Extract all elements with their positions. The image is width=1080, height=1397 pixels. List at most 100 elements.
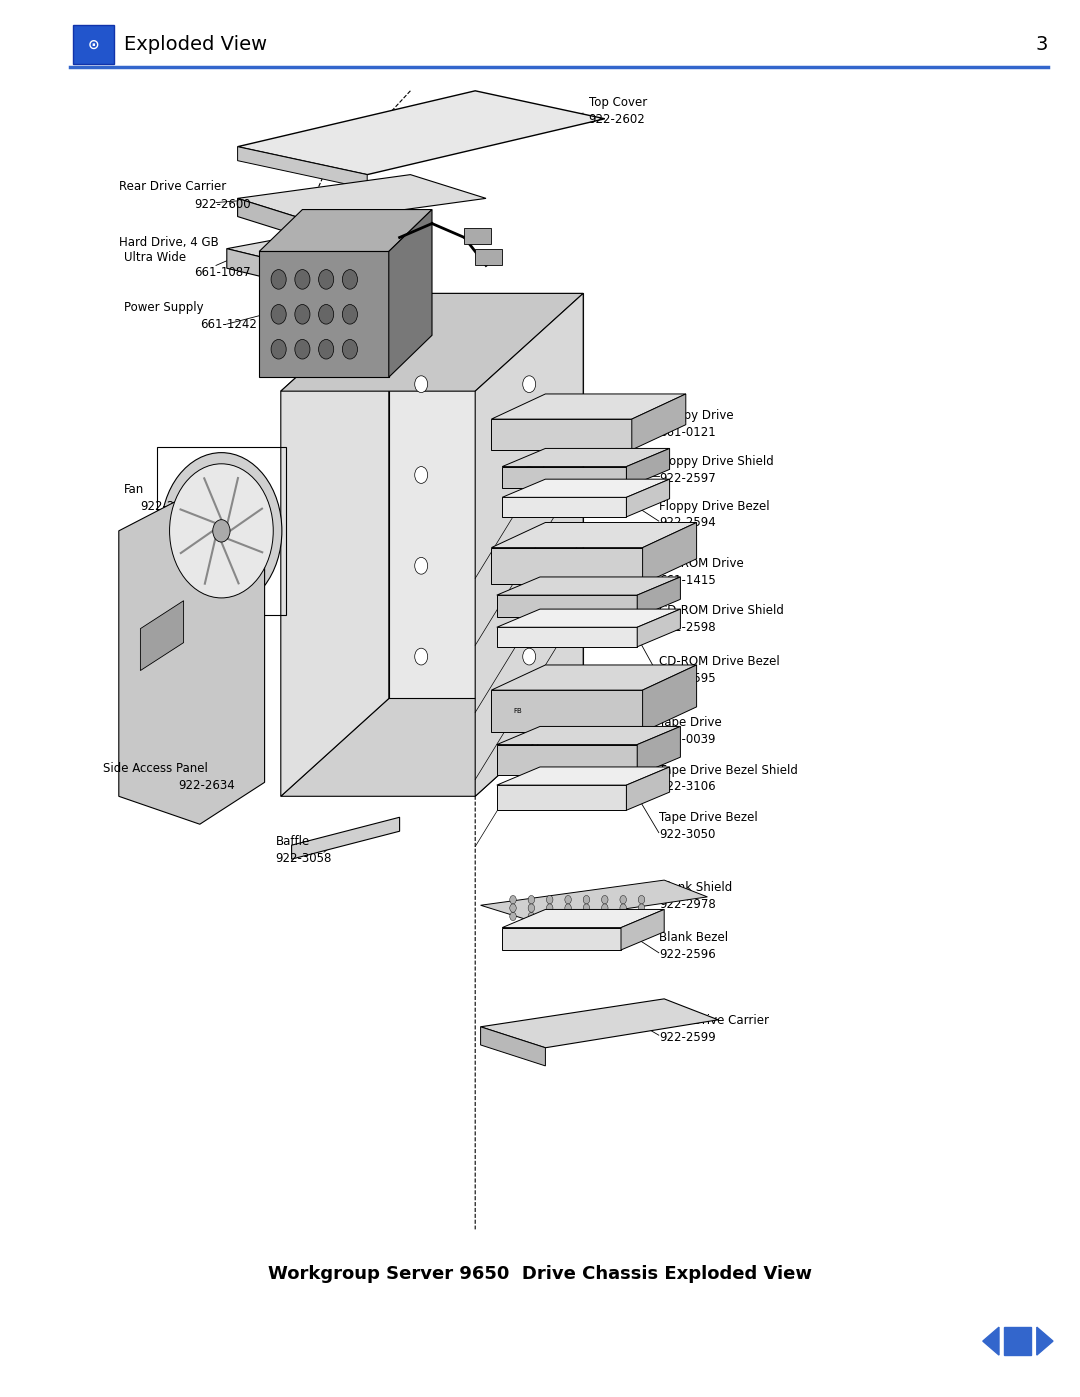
Text: Power Supply: Power Supply (124, 302, 204, 314)
Text: 922-2608: 922-2608 (140, 500, 197, 513)
Circle shape (546, 895, 553, 904)
Polygon shape (497, 767, 670, 785)
Text: 922-2599: 922-2599 (659, 1031, 716, 1044)
Text: ⊙: ⊙ (89, 38, 99, 52)
Circle shape (295, 270, 310, 289)
Circle shape (546, 904, 553, 912)
Polygon shape (502, 928, 621, 950)
Polygon shape (481, 880, 707, 922)
Text: Hard Drive, 4 GB: Hard Drive, 4 GB (119, 236, 218, 249)
Polygon shape (502, 497, 626, 517)
Polygon shape (259, 210, 432, 251)
Polygon shape (626, 479, 670, 517)
Circle shape (415, 557, 428, 574)
Text: 922-2600: 922-2600 (194, 198, 251, 211)
Text: 922-2978: 922-2978 (659, 898, 716, 911)
Circle shape (523, 376, 536, 393)
Polygon shape (502, 909, 664, 928)
Circle shape (523, 467, 536, 483)
Polygon shape (324, 231, 410, 271)
Circle shape (638, 904, 645, 912)
Polygon shape (491, 522, 697, 548)
Circle shape (295, 305, 310, 324)
Circle shape (319, 305, 334, 324)
Polygon shape (281, 698, 583, 796)
Text: 661-0039: 661-0039 (659, 733, 715, 746)
Text: 922-3050: 922-3050 (659, 828, 715, 841)
Text: 661-1087: 661-1087 (194, 267, 251, 279)
Polygon shape (481, 999, 718, 1048)
Text: CD-ROM Drive Shield: CD-ROM Drive Shield (659, 605, 784, 617)
Circle shape (342, 270, 357, 289)
Circle shape (415, 467, 428, 483)
Polygon shape (497, 745, 637, 775)
Circle shape (602, 895, 608, 904)
Polygon shape (475, 293, 583, 796)
Text: 661-0121: 661-0121 (659, 426, 716, 439)
Polygon shape (626, 767, 670, 810)
Circle shape (161, 453, 282, 609)
FancyBboxPatch shape (475, 249, 502, 265)
Circle shape (565, 895, 571, 904)
Circle shape (528, 912, 535, 921)
Polygon shape (238, 91, 605, 175)
Text: Tape Drive: Tape Drive (659, 717, 721, 729)
Circle shape (523, 648, 536, 665)
Circle shape (415, 376, 428, 393)
Circle shape (602, 904, 608, 912)
Polygon shape (281, 293, 389, 796)
Polygon shape (643, 665, 697, 732)
Circle shape (170, 464, 273, 598)
Polygon shape (140, 601, 184, 671)
Polygon shape (497, 627, 637, 647)
FancyBboxPatch shape (464, 228, 491, 244)
Polygon shape (259, 251, 389, 377)
Text: Rear Drive Carrier: Rear Drive Carrier (119, 180, 226, 193)
Circle shape (583, 904, 590, 912)
Polygon shape (637, 577, 680, 617)
Polygon shape (643, 522, 697, 584)
Circle shape (620, 904, 626, 912)
Circle shape (546, 912, 553, 921)
Polygon shape (1037, 1327, 1053, 1355)
Circle shape (271, 270, 286, 289)
Polygon shape (227, 249, 313, 289)
Text: CD-ROM Drive Bezel: CD-ROM Drive Bezel (659, 655, 780, 668)
Circle shape (271, 305, 286, 324)
Circle shape (620, 895, 626, 904)
Text: CD-ROM Drive: CD-ROM Drive (659, 557, 743, 570)
Text: Floppy Drive Bezel: Floppy Drive Bezel (659, 500, 769, 513)
Text: Ultra Wide: Ultra Wide (124, 251, 187, 264)
Circle shape (319, 339, 334, 359)
Circle shape (583, 895, 590, 904)
Text: Top Cover: Top Cover (589, 96, 647, 109)
Circle shape (319, 270, 334, 289)
Circle shape (583, 912, 590, 921)
Polygon shape (497, 609, 680, 627)
Circle shape (523, 557, 536, 574)
Text: FB: FB (513, 708, 522, 714)
Text: Fan: Fan (124, 483, 145, 496)
Polygon shape (632, 394, 686, 450)
Polygon shape (238, 147, 367, 189)
Text: 922-2597: 922-2597 (659, 472, 716, 485)
Polygon shape (491, 665, 697, 690)
Text: 922-2594: 922-2594 (659, 517, 716, 529)
Polygon shape (502, 479, 670, 497)
Circle shape (510, 895, 516, 904)
Text: 922-2596: 922-2596 (659, 949, 716, 961)
Circle shape (342, 305, 357, 324)
Text: 922-2598: 922-2598 (659, 622, 715, 634)
Text: 3: 3 (1036, 35, 1048, 54)
Text: 922-2634: 922-2634 (178, 780, 235, 792)
Polygon shape (491, 548, 643, 584)
Polygon shape (491, 394, 686, 419)
Text: Tape Drive Bezel Shield: Tape Drive Bezel Shield (659, 764, 798, 777)
Polygon shape (227, 231, 410, 270)
Text: Floppy Drive: Floppy Drive (659, 409, 733, 422)
Polygon shape (983, 1327, 999, 1355)
Polygon shape (281, 293, 583, 391)
Text: 922-2595: 922-2595 (659, 672, 715, 685)
FancyBboxPatch shape (1004, 1327, 1031, 1355)
Polygon shape (389, 210, 432, 377)
